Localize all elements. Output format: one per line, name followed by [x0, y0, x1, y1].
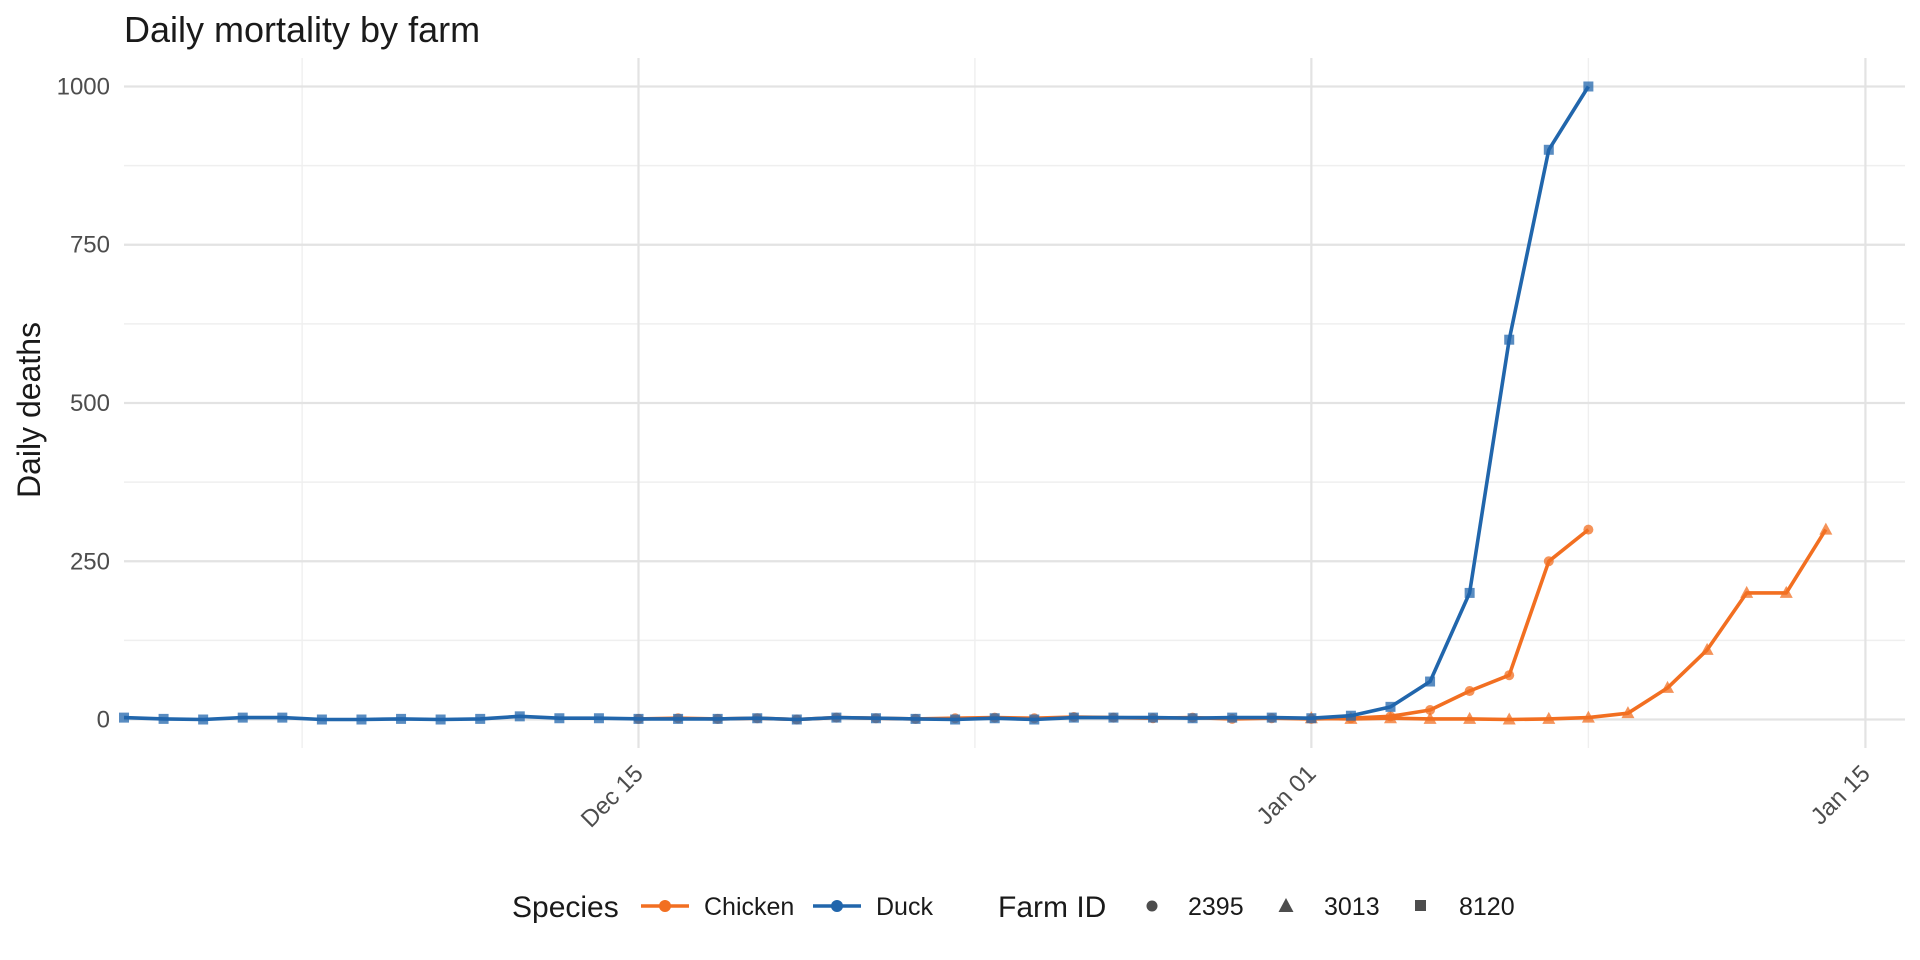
series-layer — [119, 81, 1833, 725]
legend-farm-2395-label: 2395 — [1188, 893, 1244, 921]
series-line — [123, 85, 1590, 722]
x-tick-label: Dec 15 — [576, 760, 649, 833]
legend: Species Chicken Duck Farm ID 2395 3013 — [512, 891, 1515, 924]
data-point — [1583, 81, 1594, 92]
legend-triangle-icon — [1278, 898, 1294, 912]
y-tick-label: 750 — [70, 232, 110, 259]
series-line — [1311, 528, 1828, 722]
data-point — [316, 714, 327, 725]
data-point — [1227, 712, 1238, 723]
data-point — [1345, 710, 1356, 721]
data-point — [1779, 585, 1793, 598]
data-point — [633, 713, 644, 724]
data-point — [1464, 587, 1475, 598]
data-point — [1543, 556, 1554, 567]
data-point — [514, 711, 525, 722]
data-point — [554, 713, 565, 724]
data-point — [1502, 712, 1516, 725]
y-tick-label: 1000 — [57, 73, 110, 100]
data-point — [1661, 680, 1675, 693]
legend-item-chicken: Chicken — [641, 893, 794, 921]
series-chicken-2395 — [633, 524, 1594, 725]
legend-farm-3013-label: 3013 — [1324, 893, 1380, 921]
legend-item-farm-2395: 2395 — [1146, 893, 1244, 921]
series-chicken-3013 — [1304, 522, 1833, 725]
data-point — [198, 714, 209, 725]
data-point — [1581, 710, 1595, 723]
data-point — [910, 713, 921, 724]
data-point — [593, 713, 604, 724]
data-point — [950, 714, 961, 725]
data-point — [1068, 712, 1079, 723]
data-point — [1700, 642, 1714, 655]
data-point — [1740, 585, 1754, 598]
data-point — [1504, 334, 1515, 345]
y-tick-label: 500 — [70, 390, 110, 417]
data-point — [119, 712, 129, 723]
data-point — [1385, 711, 1396, 722]
data-point — [1266, 712, 1277, 723]
data-point — [1621, 706, 1635, 719]
legend-duck-label: Duck — [876, 893, 933, 921]
y-axis-title: Daily deaths — [11, 322, 47, 498]
data-point — [1583, 524, 1594, 535]
data-point — [1819, 522, 1833, 535]
y-axis-labels: 0 250 500 750 1000 — [57, 73, 110, 733]
series-duck-8120 — [119, 81, 1594, 725]
data-point — [791, 714, 802, 725]
data-point — [475, 713, 486, 724]
grid-layer — [124, 58, 1905, 748]
legend-farm-title: Farm ID — [998, 891, 1106, 924]
data-point — [1029, 714, 1040, 725]
x-tick-label: Jan 01 — [1252, 760, 1322, 830]
data-point — [1148, 712, 1159, 723]
data-point — [1464, 686, 1475, 697]
data-point — [989, 713, 1000, 724]
data-point — [277, 712, 288, 723]
legend-farm-8120-label: 8120 — [1459, 893, 1515, 921]
data-point — [1463, 711, 1477, 724]
legend-item-farm-3013: 3013 — [1278, 893, 1380, 921]
legend-duck-dot — [831, 900, 843, 912]
data-point — [158, 713, 169, 724]
data-point — [673, 713, 684, 724]
legend-item-duck: Duck — [813, 893, 933, 921]
data-point — [1108, 712, 1119, 723]
x-axis-labels: Dec 15 Jan 01 Jan 15 — [576, 760, 1876, 833]
x-tick-label: Jan 15 — [1806, 760, 1876, 830]
legend-chicken-label: Chicken — [704, 893, 794, 921]
legend-square-icon — [1415, 900, 1426, 911]
legend-circle-icon — [1146, 900, 1158, 912]
legend-species-title: Species — [512, 891, 619, 924]
y-tick-label: 0 — [97, 707, 110, 734]
data-point — [831, 712, 842, 723]
data-point — [712, 713, 723, 724]
data-point — [1543, 144, 1554, 155]
data-point — [237, 712, 248, 723]
data-point — [356, 714, 367, 725]
data-point — [1385, 701, 1396, 712]
legend-item-farm-8120: 8120 — [1415, 893, 1515, 921]
data-point — [1306, 713, 1317, 724]
data-point — [1425, 676, 1436, 687]
data-point — [396, 713, 407, 724]
y-tick-label: 250 — [70, 548, 110, 575]
data-point — [1423, 711, 1437, 724]
data-point — [1542, 711, 1556, 724]
data-point — [435, 714, 446, 725]
data-point — [1425, 705, 1436, 716]
data-point — [870, 713, 881, 724]
legend-chicken-dot — [659, 900, 671, 912]
data-point — [1504, 670, 1515, 681]
data-point — [1187, 713, 1198, 724]
series-line — [638, 528, 1590, 722]
chart-title: Daily mortality by farm — [124, 9, 480, 50]
data-point — [752, 713, 763, 724]
